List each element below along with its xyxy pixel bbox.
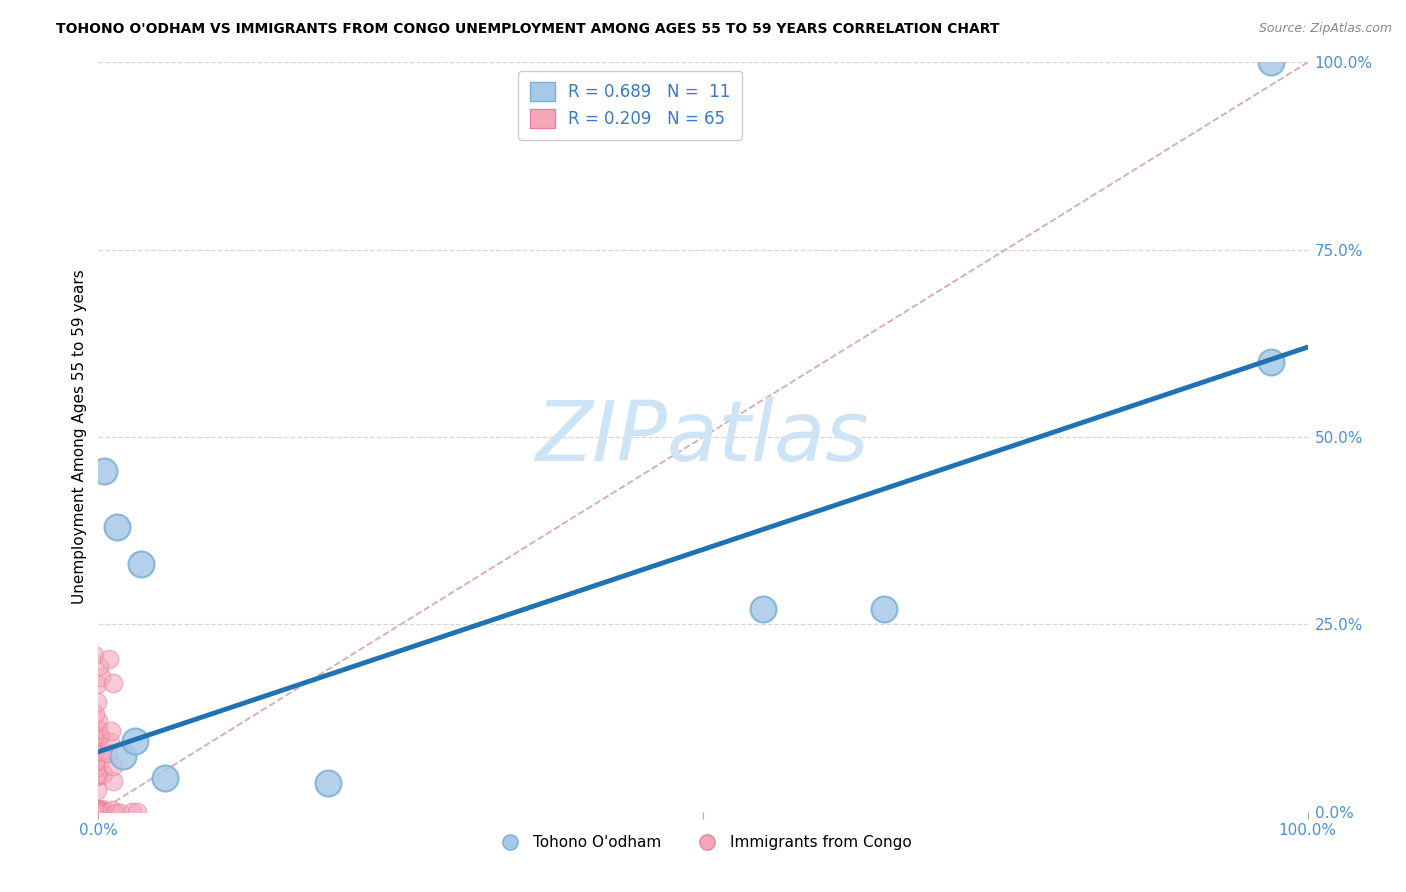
Point [87,805,110,820]
Point [89,805,111,819]
Point [86,714,108,729]
Y-axis label: Unemployment Among Ages 55 to 59 years: Unemployment Among Ages 55 to 59 years [72,269,87,605]
Point [101,758,124,772]
Point [84,803,107,817]
Point [153,771,176,785]
Point [89,805,111,820]
Point [86,806,108,821]
Point [84,755,107,769]
Point [86,769,108,783]
Point [86,805,108,819]
Point [89,753,111,767]
Point [98,651,121,665]
Point [89,803,111,817]
Point [87,746,110,760]
Point [86,802,108,816]
Point [86,805,108,819]
Point [86,805,108,819]
Point [89,808,111,822]
Point [83,805,105,819]
Point [1260,55,1282,70]
Point [1260,355,1282,369]
Point [108,805,131,820]
Point [91,802,114,816]
Point [84,805,107,820]
Text: TOHONO O'ODHAM VS IMMIGRANTS FROM CONGO UNEMPLOYMENT AMONG AGES 55 TO 59 YEARS C: TOHONO O'ODHAM VS IMMIGRANTS FROM CONGO … [56,22,1000,37]
Point [105,520,128,534]
Point [121,805,143,819]
Text: Source: ZipAtlas.com: Source: ZipAtlas.com [1258,22,1392,36]
Point [87,727,110,741]
Point [87,730,110,744]
Point [87,804,110,818]
Point [87,804,110,818]
Point [84,804,107,818]
Point [86,804,108,818]
Point [91,767,114,781]
Point [98,735,121,749]
Point [105,806,128,821]
Point [83,648,105,662]
Point [111,748,134,763]
Point [87,805,110,819]
Point [101,676,124,690]
Legend: Tohono O'odham, Immigrants from Congo: Tohono O'odham, Immigrants from Congo [488,830,918,856]
Point [87,805,110,819]
Point [89,729,111,743]
Point [84,805,107,820]
Point [89,803,111,817]
Point [101,773,124,788]
Point [83,707,105,722]
Point [129,558,152,572]
Point [84,805,107,820]
Point [84,760,107,774]
Point [86,677,108,691]
Point [124,733,146,747]
Point [90,670,112,684]
Point [86,782,108,797]
Point [873,602,896,616]
Point [125,805,148,820]
Point [89,803,111,817]
Point [89,804,111,818]
Point [83,807,105,822]
Point [91,804,114,818]
Point [89,658,111,673]
Point [752,602,775,616]
Point [97,746,120,760]
Point [87,767,110,781]
Point [87,722,110,736]
Point [83,745,105,759]
Point [86,768,108,782]
Text: ZIPatlas: ZIPatlas [536,397,870,477]
Point [100,724,122,739]
Point [91,805,114,820]
Point [87,805,110,820]
Point [316,776,339,790]
Point [87,803,110,817]
Point [86,695,108,709]
Point [84,739,107,753]
Point [86,804,108,818]
Point [101,803,124,817]
Point [93,464,115,478]
